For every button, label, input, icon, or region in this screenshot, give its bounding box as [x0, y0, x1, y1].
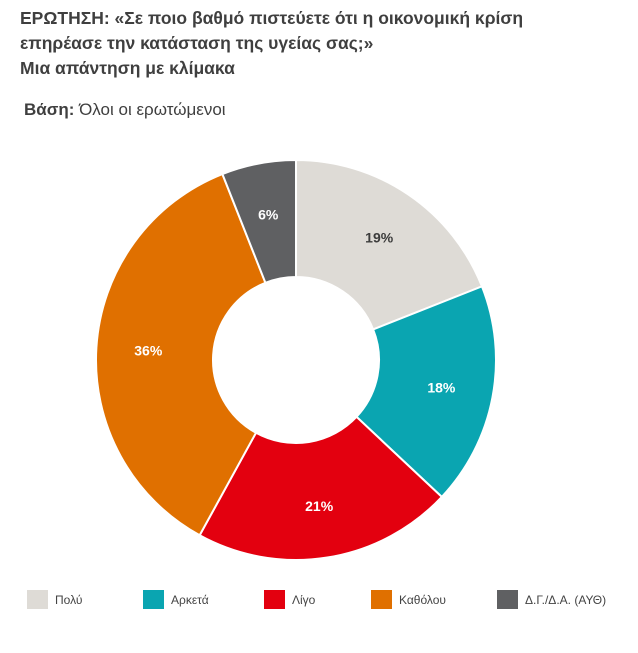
data-label-polu: 19% — [365, 230, 394, 246]
legend-swatch — [143, 590, 164, 609]
legend-swatch — [497, 590, 518, 609]
donut-chart: 19% 18% 21% 36% 6% — [95, 158, 497, 561]
base-value: Όλοι οι ερωτώμενοι — [74, 100, 226, 119]
data-label-arketa: 18% — [427, 380, 456, 396]
legend-label: Αρκετά — [171, 592, 209, 607]
base-label: Βάση: — [24, 100, 75, 119]
legend-item-katholou: Καθόλου — [371, 590, 446, 609]
question-title: ΕΡΩΤΗΣΗ: «Σε ποιο βαθμό πιστεύετε ότι η … — [20, 6, 620, 81]
data-label-ligo: 21% — [305, 498, 334, 514]
donut-slices — [95, 158, 497, 561]
slice-ligo — [198, 415, 444, 561]
legend-item-ligo: Λίγο — [264, 590, 315, 609]
legend-label: Πολύ — [55, 592, 83, 607]
question-line-2: επηρέασε την κατάσταση της υγείας σας;» — [20, 33, 374, 53]
legend-label: Καθόλου — [399, 592, 446, 607]
legend-item-arketa: Αρκετά — [143, 590, 209, 609]
question-line-1: ΕΡΩΤΗΣΗ: «Σε ποιο βαθμό πιστεύετε ότι η … — [20, 8, 524, 28]
legend-item-dg-da: Δ.Γ./Δ.Α. (ΑΥΘ) — [497, 590, 606, 609]
legend-label: Λίγο — [292, 592, 316, 607]
legend-swatch — [264, 590, 285, 609]
legend-label: Δ.Γ./Δ.Α. (ΑΥΘ) — [525, 592, 607, 607]
donut-data-labels: 19% 18% 21% 36% 6% — [134, 207, 456, 515]
slice-katholou — [95, 172, 267, 537]
base-note: Βάση: Όλοι οι ερωτώμενοι — [24, 100, 226, 120]
question-line-3: Μια απάντηση με κλίμακα — [20, 58, 235, 78]
data-label-dg-da: 6% — [258, 207, 279, 223]
slice-polu — [295, 158, 484, 331]
legend-swatch — [27, 590, 48, 609]
legend-item-polu: Πολύ — [27, 590, 82, 609]
data-label-katholou: 36% — [134, 343, 163, 359]
chart-legend: Πολύ Αρκετά Λίγο Καθόλου Δ.Γ./Δ.Α. (ΑΥΘ) — [0, 590, 638, 614]
legend-swatch — [371, 590, 392, 609]
slice-arketa — [355, 285, 497, 499]
slice-dg-da — [221, 158, 297, 285]
